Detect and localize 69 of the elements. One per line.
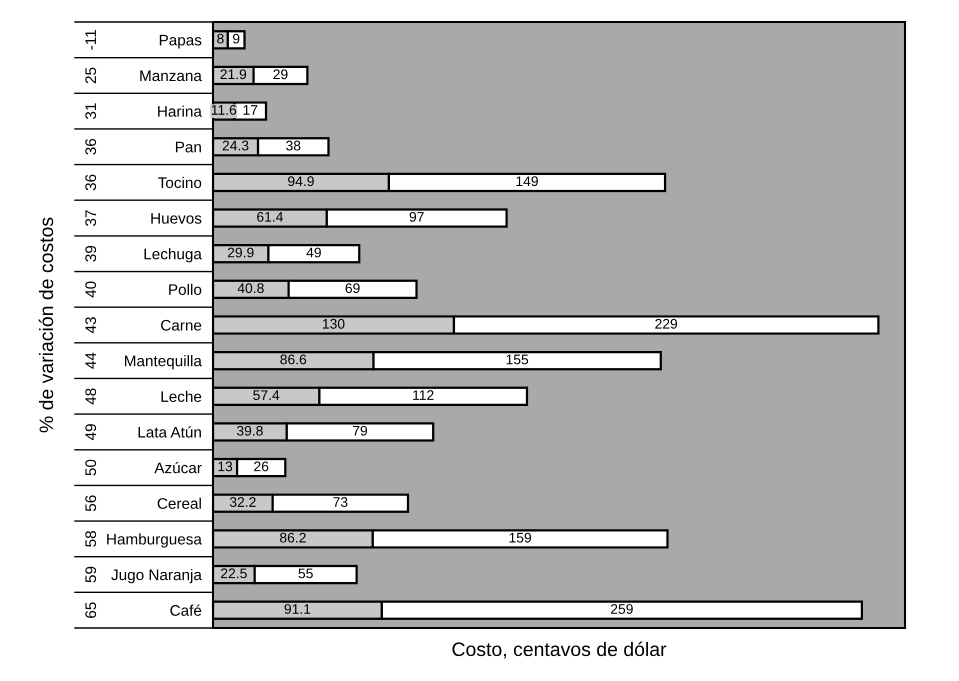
data-label: 61.4 <box>257 212 284 222</box>
y2-tick-label: 37 <box>85 210 96 226</box>
y2-tick-label: 25 <box>85 68 96 84</box>
data-label: 29 <box>273 69 288 80</box>
y-tick-label: Lata Atún <box>138 426 201 438</box>
data-label: 21.9 <box>220 69 246 80</box>
y-tick-label: Harina <box>158 106 202 117</box>
y-tick-label: Café <box>170 604 202 616</box>
data-label: 73 <box>333 497 348 507</box>
data-label: 69 <box>346 283 360 294</box>
y2-tick-label: 40 <box>85 281 96 298</box>
y2-tick-label: 36 <box>85 174 96 190</box>
data-label: 155 <box>506 354 528 364</box>
y2-tick-label: 44 <box>85 352 96 369</box>
data-label: 79 <box>352 426 368 436</box>
y-tick-label: Tocino <box>158 176 202 188</box>
data-label: 39.8 <box>236 426 263 436</box>
data-label: 8 <box>217 34 224 44</box>
y2-tick-label: 43 <box>85 317 96 334</box>
data-label: 91.1 <box>284 604 310 614</box>
data-label: 229 <box>655 318 678 329</box>
y-axis-title: % de variación de costos <box>38 218 54 432</box>
data-label: 38 <box>286 140 300 150</box>
data-label: 130 <box>322 318 345 329</box>
data-label: 24.3 <box>222 140 248 150</box>
y2-tick-label: 56 <box>85 495 96 512</box>
y2-tick-label: 50 <box>85 460 96 476</box>
data-label: 97 <box>410 212 424 222</box>
data-label: 40.8 <box>238 283 264 294</box>
y2-tick-label: 58 <box>85 531 96 547</box>
data-label: 112 <box>413 390 434 400</box>
y-tick-label: Jugo Naranja <box>111 568 202 584</box>
y-tick-label: Mantequilla <box>125 355 202 370</box>
y2-tick-label: 36 <box>85 138 96 155</box>
y-tick-label: Azúcar <box>154 462 202 474</box>
data-label: 94.9 <box>288 176 314 186</box>
y-tick-label: Leche <box>162 390 202 402</box>
y2-tick-label: 49 <box>85 424 96 440</box>
y2-tick-label: 39 <box>85 246 96 262</box>
y2-tick-label: 59 <box>85 566 96 582</box>
data-label: 26 <box>254 461 268 472</box>
data-label: 22.5 <box>221 568 247 578</box>
y-tick-label: Hamburguesa <box>107 533 202 548</box>
y2-tick-label: -11 <box>85 30 96 50</box>
y-tick-label: Papas <box>160 34 202 49</box>
y-tick-label: Huevos <box>151 213 202 224</box>
data-label: 86.2 <box>280 532 306 543</box>
y2-tick-label: 31 <box>85 103 96 120</box>
y2-tick-label: 48 <box>85 388 96 404</box>
data-label: 9 <box>232 34 240 44</box>
data-label: 86.6 <box>280 354 306 364</box>
y-tick-label: Carne <box>161 320 202 331</box>
y2-tick-label: 65 <box>85 602 96 618</box>
data-label: 49 <box>306 248 321 258</box>
data-label: 159 <box>510 532 532 543</box>
data-label: 32.2 <box>230 497 256 507</box>
x-axis-title: Costo, centavos de dólar <box>452 642 666 658</box>
data-label: 17 <box>244 105 258 115</box>
data-label: 13 <box>218 461 232 472</box>
y-tick-label: Lechuga <box>144 248 202 262</box>
data-label: 29.9 <box>228 248 254 258</box>
y-tick-label: Cereal <box>158 498 201 509</box>
data-label: 55 <box>298 568 313 578</box>
y-tick-label: Manzana <box>140 70 202 82</box>
y-tick-label: Pollo <box>169 284 202 296</box>
y-tick-label: Pan <box>176 142 201 152</box>
data-label: 57.4 <box>253 390 280 400</box>
data-label: 259 <box>610 604 633 614</box>
data-label: 149 <box>516 176 538 186</box>
